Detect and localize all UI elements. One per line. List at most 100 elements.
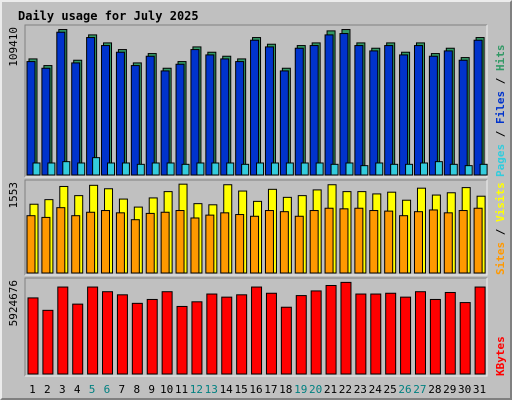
bar-files bbox=[145, 55, 155, 176]
bar-sites bbox=[115, 212, 125, 274]
bar-kbytes bbox=[161, 291, 173, 375]
bar-sites bbox=[250, 215, 260, 274]
bar-pages bbox=[434, 161, 443, 176]
bar-sites bbox=[399, 215, 409, 274]
bar-files bbox=[354, 45, 364, 176]
day-label: 11 bbox=[175, 383, 188, 396]
bar-pages bbox=[47, 162, 56, 176]
bar-pages bbox=[92, 157, 101, 176]
legend-entry: KBytes bbox=[494, 336, 507, 376]
bar-kbytes bbox=[429, 298, 441, 375]
bar-files bbox=[250, 39, 260, 176]
bar-sites bbox=[71, 215, 81, 274]
bar-kbytes bbox=[355, 293, 367, 375]
bar-sites bbox=[458, 210, 468, 274]
bar-files bbox=[190, 49, 200, 176]
panel-legend: Pages / Files / Hits bbox=[494, 45, 507, 178]
bar-kbytes bbox=[206, 293, 218, 375]
legend-entry: Pages bbox=[494, 144, 507, 177]
bar-kbytes bbox=[191, 301, 203, 375]
bar-kbytes bbox=[295, 295, 307, 375]
bar-kbytes bbox=[176, 305, 188, 375]
bar-files bbox=[205, 54, 215, 176]
bar-files bbox=[309, 45, 319, 176]
bar-pages bbox=[285, 162, 294, 176]
bar-sites bbox=[473, 207, 483, 274]
plot-border-light bbox=[25, 180, 488, 276]
day-label: 8 bbox=[133, 383, 140, 396]
bar-files bbox=[41, 67, 51, 176]
legend-entry: Hits bbox=[494, 45, 507, 72]
bar-files bbox=[413, 45, 423, 176]
bar-pages bbox=[375, 162, 384, 176]
day-label: 2 bbox=[44, 383, 51, 396]
day-label: 26 bbox=[398, 383, 411, 396]
bar-kbytes bbox=[459, 302, 471, 375]
bar-kbytes bbox=[325, 284, 337, 375]
day-label: 13 bbox=[205, 383, 218, 396]
bar-sites bbox=[175, 210, 185, 274]
bar-kbytes bbox=[131, 302, 143, 375]
day-label: 16 bbox=[249, 383, 262, 396]
bar-pages bbox=[405, 163, 414, 176]
legend-entry: Files bbox=[494, 91, 507, 124]
bar-pages bbox=[256, 162, 265, 176]
bar-kbytes bbox=[400, 296, 412, 375]
bar-kbytes bbox=[72, 303, 84, 375]
bar-pages bbox=[390, 163, 399, 176]
day-label: 25 bbox=[384, 383, 397, 396]
bar-files bbox=[115, 51, 125, 176]
bar-sites bbox=[443, 212, 453, 274]
bar-kbytes bbox=[265, 292, 277, 375]
bar-kbytes bbox=[236, 294, 248, 375]
bar-kbytes bbox=[280, 306, 292, 375]
day-label: 1 bbox=[29, 383, 36, 396]
legend-entry: / bbox=[494, 124, 507, 144]
bar-pages bbox=[270, 162, 279, 176]
day-label: 18 bbox=[279, 383, 292, 396]
bar-kbytes bbox=[87, 286, 99, 375]
bar-sites bbox=[205, 214, 215, 274]
scale-max-label: 1553 bbox=[7, 182, 20, 209]
bar-pages bbox=[151, 162, 160, 176]
chart-panels: 109410 Pages / Files / Hits 1553 Sites / Vi… bbox=[7, 24, 507, 377]
bar-pages bbox=[107, 162, 116, 176]
panel-3: 5924676 KBytes bbox=[7, 277, 507, 377]
chart-title: Daily usage for July 2025 bbox=[18, 9, 199, 23]
bar-sites bbox=[309, 210, 319, 274]
day-label: 21 bbox=[324, 383, 337, 396]
day-label: 3 bbox=[59, 383, 66, 396]
bar-pages bbox=[345, 162, 354, 176]
bar-kbytes bbox=[251, 286, 263, 375]
day-axis-labels: 1 2 3 4 5 6 7 8 9 10 11 12 13 14 15 16 17 18 19 20 21 22 23 24 2… bbox=[29, 383, 486, 396]
bar-files bbox=[26, 61, 36, 176]
bar-files bbox=[86, 37, 96, 176]
scale-max-label: 109410 bbox=[7, 27, 20, 67]
bar-kbytes bbox=[102, 291, 114, 375]
bar-files bbox=[339, 33, 349, 176]
bar-kbytes bbox=[370, 293, 382, 375]
bar-sites bbox=[428, 209, 438, 274]
bar-sites bbox=[354, 207, 364, 274]
plot-border-shadow bbox=[24, 277, 487, 376]
day-label: 15 bbox=[234, 383, 247, 396]
bar-files bbox=[443, 50, 453, 176]
bar-kbytes bbox=[221, 296, 233, 375]
day-label: 6 bbox=[104, 383, 111, 396]
bar-sites bbox=[235, 214, 245, 274]
bar-sites bbox=[413, 211, 423, 274]
bar-files bbox=[324, 34, 334, 176]
bar-sites bbox=[220, 212, 230, 274]
day-label: 24 bbox=[369, 383, 383, 396]
bar-kbytes bbox=[340, 281, 352, 375]
bar-pages bbox=[315, 162, 324, 176]
bar-files bbox=[71, 62, 81, 176]
bar-files bbox=[235, 61, 245, 176]
bar-kbytes bbox=[414, 291, 426, 375]
bar-sites bbox=[130, 219, 140, 274]
bar-pages bbox=[211, 162, 220, 176]
bar-kbytes bbox=[146, 298, 158, 375]
bar-pages bbox=[181, 163, 190, 176]
bar-pages bbox=[449, 163, 458, 176]
